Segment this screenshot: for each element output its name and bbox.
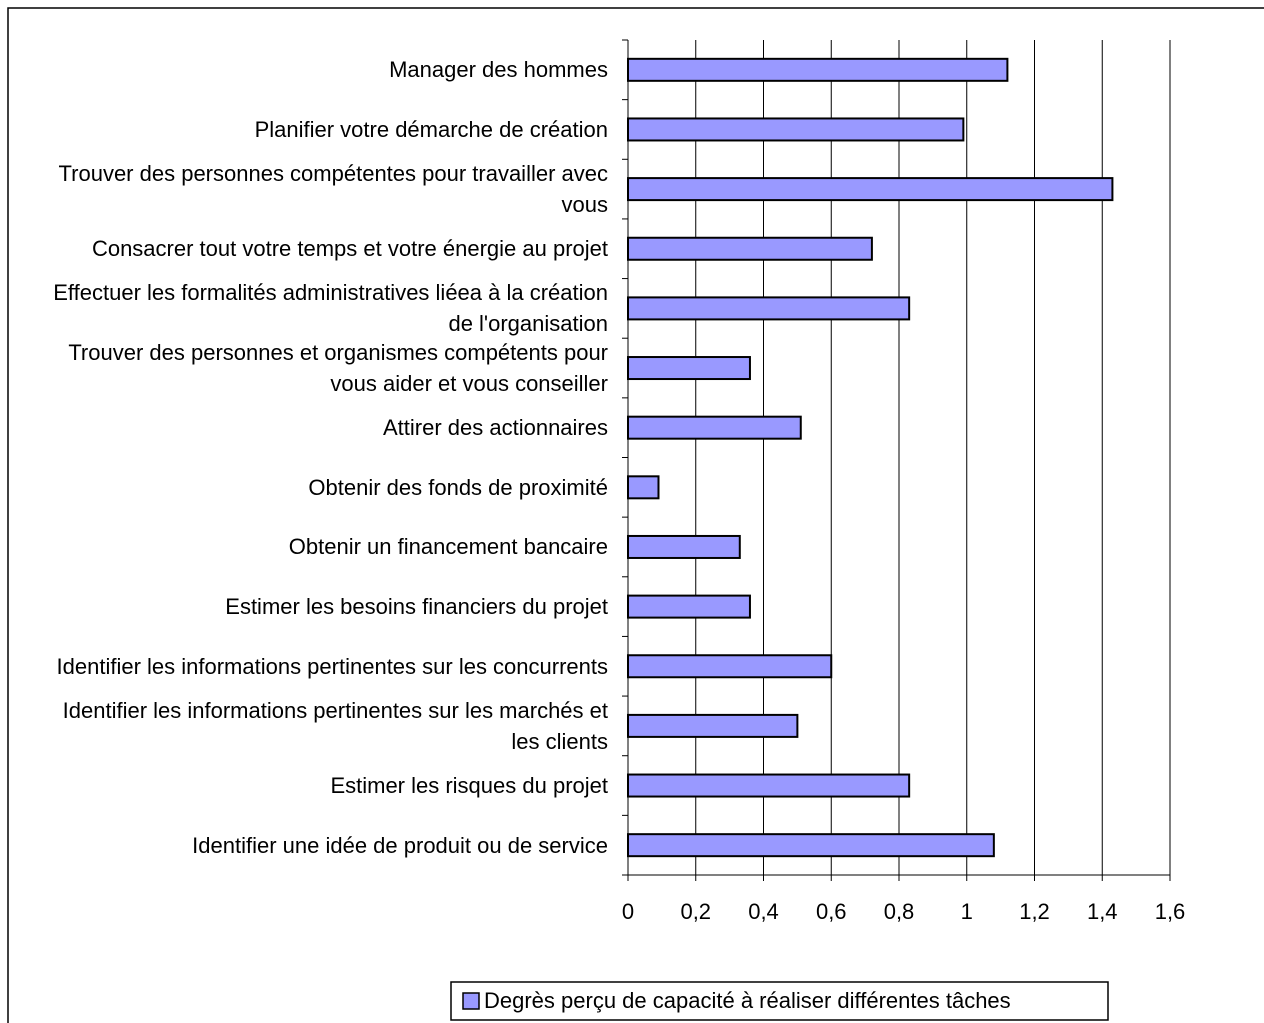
legend-swatch	[462, 992, 480, 1010]
bar	[627, 415, 802, 440]
y-tick-label: Manager des hommes	[389, 57, 608, 83]
y-tick-label: Estimer les risques du projet	[330, 773, 608, 799]
y-tick-label: Effectuer les formalités administratives…	[53, 280, 608, 337]
y-tick-label: Attirer des actionnaires	[383, 415, 608, 441]
bar	[627, 57, 1009, 82]
bar	[627, 594, 751, 619]
bar	[627, 177, 1114, 202]
x-tick-label: 1	[961, 899, 973, 924]
x-tick-label: 0,8	[884, 899, 915, 924]
y-tick-label: Identifier les informations pertinentes …	[62, 697, 608, 754]
y-tick-label: Trouver des personnes compétentes pour t…	[58, 161, 608, 218]
legend-label: Degrès perçu de capacité à réaliser diff…	[484, 988, 1011, 1013]
y-tick-label: Estimer les besoins financiers du projet	[225, 594, 608, 620]
x-tick-label: 0	[622, 899, 634, 924]
y-tick-label: Identifier les informations pertinentes …	[56, 653, 608, 679]
bar	[627, 534, 741, 559]
bar	[627, 236, 873, 261]
x-tick-label: 0,2	[680, 899, 711, 924]
bar	[627, 654, 833, 679]
legend-box	[450, 981, 1109, 1021]
y-tick-label: Trouver des personnes et organismes comp…	[68, 340, 608, 397]
x-tick-label: 0,4	[748, 899, 779, 924]
x-tick-label: 0,6	[816, 899, 847, 924]
bar	[627, 773, 911, 798]
x-tick-label: 1,2	[1019, 899, 1050, 924]
y-tick-label: Obtenir un financement bancaire	[288, 534, 608, 560]
y-tick-label: Consacrer tout votre temps et votre éner…	[91, 236, 608, 262]
bar	[627, 475, 660, 500]
y-tick-label: Identifier une idée de produit ou de ser…	[192, 832, 608, 858]
y-tick-label: Planifier votre démarche de création	[254, 116, 608, 142]
bar	[627, 296, 911, 321]
bar	[627, 356, 751, 381]
x-tick-label: 1,6	[1155, 899, 1186, 924]
x-tick-label: 1,4	[1087, 899, 1118, 924]
bar	[627, 833, 995, 858]
chart-frame	[7, 7, 1264, 1023]
bar	[627, 713, 799, 738]
bar	[627, 117, 965, 142]
y-tick-label: Obtenir des fonds de proximité	[308, 474, 608, 500]
